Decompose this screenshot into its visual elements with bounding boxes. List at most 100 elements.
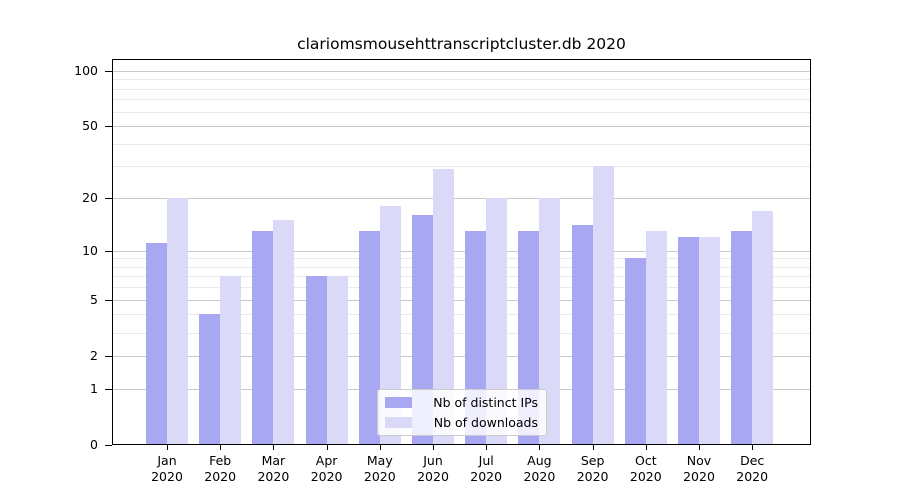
bar-downloads-may — [379, 206, 401, 445]
bar-ips-oct — [624, 258, 646, 445]
x-tick-year: 2020 — [204, 468, 237, 484]
bar-downloads-apr — [326, 276, 348, 445]
x-tick-label-mar: Mar 2020 — [241, 453, 305, 484]
x-tick-label-jul: Jul 2020 — [454, 453, 518, 484]
bar-ips-may — [358, 230, 380, 445]
y-tick-label-20: 20 — [82, 190, 98, 205]
x-tick-month: Aug — [527, 453, 552, 468]
x-tick-year: 2020 — [576, 468, 609, 484]
x-tick-month: Feb — [209, 453, 232, 468]
gridline-minor-7 — [112, 276, 811, 278]
y-tick-label-1: 1 — [90, 380, 98, 396]
x-tick-month: Oct — [634, 453, 657, 468]
x-tick-may — [379, 445, 381, 450]
bar-downloads-jan — [167, 198, 188, 445]
x-tick-month: Dec — [740, 453, 765, 468]
x-tick-label-apr: Apr 2020 — [295, 453, 359, 484]
x-tick-month: Jun — [423, 453, 443, 468]
y-tick-label-0: 0 — [90, 437, 98, 452]
bar-downloads-jul — [486, 198, 508, 445]
bar-ips-feb — [199, 314, 221, 445]
gridline-major-100 — [112, 70, 811, 72]
x-tick-label-sep: Sep 2020 — [561, 453, 625, 484]
gridline-minor-6 — [112, 287, 811, 289]
bar-ips-mar — [252, 230, 274, 445]
bar-ips-sep — [571, 225, 593, 445]
bar-downloads-mar — [273, 220, 295, 445]
x-tick-jun — [433, 445, 434, 450]
y-tick-20 — [105, 198, 112, 199]
x-tick-year: 2020 — [417, 468, 449, 484]
x-tick-month: Sep — [580, 453, 605, 468]
y-tick-label-10: 10 — [82, 242, 98, 258]
gridline-major-20 — [112, 198, 811, 199]
x-tick-label-dec: Dec 2020 — [720, 453, 784, 484]
x-tick-apr — [326, 445, 328, 450]
x-tick-year: 2020 — [363, 468, 396, 484]
x-tick-year: 2020 — [257, 468, 290, 484]
gridline-minor-4 — [112, 314, 811, 316]
x-tick-month: Nov — [686, 453, 712, 468]
x-tick-oct — [645, 445, 647, 450]
gridline-major-50 — [112, 126, 811, 127]
x-tick-label-jun: Jun 2020 — [401, 453, 465, 484]
x-tick-month: Jul — [478, 453, 494, 468]
gridline-minor-60 — [112, 111, 811, 113]
x-tick-label-feb: Feb 2020 — [188, 453, 252, 484]
x-tick-label-aug: Aug 2020 — [507, 453, 571, 484]
x-tick-dec — [752, 445, 754, 450]
y-tick-10 — [105, 250, 112, 252]
x-tick-month: Mar — [261, 453, 286, 468]
y-tick-100 — [105, 70, 112, 72]
gridline-major-2 — [112, 355, 811, 357]
x-tick-month: Jan — [157, 453, 177, 468]
bar-downloads-dec — [752, 210, 774, 445]
gridline-major-5 — [112, 299, 811, 301]
y-tick-2 — [105, 355, 112, 357]
legend-item-downloads: Nb of downloads — [385, 414, 538, 431]
legend: Nb of distinct IPs Nb of downloads — [377, 389, 547, 436]
x-tick-year: 2020 — [310, 468, 343, 484]
legend-swatch-distinct-ips — [385, 397, 412, 408]
bar-downloads-feb — [220, 276, 242, 445]
bar-downloads-oct — [645, 230, 667, 445]
x-tick-year: 2020 — [151, 468, 183, 484]
x-tick-year: 2020 — [470, 468, 503, 484]
gridline-minor-80 — [112, 88, 811, 90]
bar-downloads-sep — [592, 166, 614, 445]
legend-item-distinct-ips: Nb of distinct IPs — [385, 394, 538, 411]
gridline-major-10 — [112, 250, 811, 252]
y-tick-50 — [105, 126, 112, 127]
gridline-minor-40 — [112, 143, 811, 145]
y-tick-label-5: 5 — [90, 291, 98, 307]
gridline-minor-3 — [112, 332, 811, 334]
x-tick-mar — [273, 445, 275, 450]
bar-downloads-nov — [699, 236, 720, 445]
legend-swatch-downloads — [385, 417, 412, 428]
gridline-minor-90 — [112, 79, 811, 81]
x-tick-label-may: May 2020 — [348, 453, 412, 484]
bar-downloads-aug — [539, 198, 561, 445]
x-tick-label-jan: Jan 2020 — [135, 453, 199, 484]
x-tick-year: 2020 — [523, 468, 556, 484]
x-tick-label-oct: Oct 2020 — [614, 453, 678, 484]
bar-ips-apr — [305, 276, 327, 445]
bar-ips-nov — [678, 236, 699, 445]
y-tick-0 — [105, 445, 112, 446]
x-tick-jul — [486, 445, 488, 450]
gridline-minor-8 — [112, 266, 811, 268]
gridline-minor-70 — [112, 99, 811, 101]
gridline-minor-9 — [112, 258, 811, 260]
legend-label-downloads: Nb of downloads — [433, 415, 538, 430]
bar-ips-jan — [146, 243, 167, 445]
chart-title: clariomsmousehttranscriptcluster.db 2020 — [297, 35, 626, 53]
legend-label-distinct-ips: Nb of distinct IPs — [433, 395, 538, 410]
x-tick-year: 2020 — [629, 468, 662, 484]
x-tick-sep — [592, 445, 594, 450]
x-tick-year: 2020 — [683, 468, 715, 484]
y-tick-label-2: 2 — [90, 347, 98, 363]
bar-ips-dec — [731, 230, 753, 445]
x-tick-feb — [220, 445, 222, 450]
